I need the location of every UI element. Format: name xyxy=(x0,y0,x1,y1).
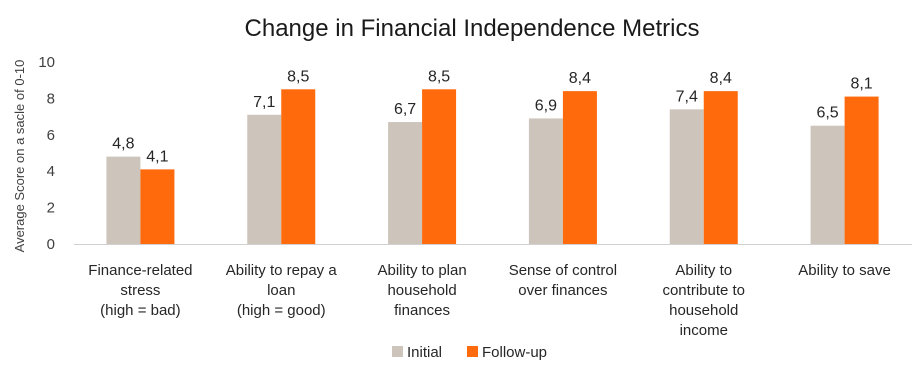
bar-initial xyxy=(528,118,563,244)
category-label: finances xyxy=(394,302,450,319)
y-tick-label: 4 xyxy=(47,163,55,180)
category-label: (high = bad) xyxy=(100,302,180,319)
category-label: over finances xyxy=(518,282,607,299)
legend: Initial Follow-up xyxy=(392,344,547,361)
category-label: Ability to save xyxy=(798,262,891,279)
y-tick-label: 8 xyxy=(47,90,55,107)
data-label: 8,1 xyxy=(850,76,872,93)
category-label: contribute to xyxy=(662,282,745,299)
category-label: Finance-related xyxy=(88,262,192,279)
data-label: 6,7 xyxy=(394,101,416,118)
bar-initial xyxy=(810,125,845,244)
bars: 4,8 4,1 7,1 8,5 6,7 8,5 6,9 8,4 7,4 8,4 6,5 8,1 xyxy=(106,68,879,245)
y-tick-label: 2 xyxy=(47,200,55,217)
data-label: 8,4 xyxy=(569,70,591,87)
category-label: Ability to xyxy=(675,262,732,279)
data-label: 4,8 xyxy=(112,136,134,153)
data-label: 4,1 xyxy=(146,148,168,165)
category-label: Ability to plan xyxy=(377,262,466,279)
category-label: (high = good) xyxy=(237,302,326,319)
bar-initial xyxy=(247,114,282,244)
category-label: household xyxy=(669,302,738,319)
y-tick-label: 6 xyxy=(47,127,55,144)
chart-title: Change in Financial Independence Metrics xyxy=(245,15,700,42)
data-label: 7,1 xyxy=(253,94,275,111)
data-label: 8,5 xyxy=(287,68,309,85)
bar-initial xyxy=(106,156,141,244)
category-label: household xyxy=(387,282,456,299)
category-label: income xyxy=(680,322,728,339)
bar-follow-up xyxy=(281,89,316,244)
legend-swatch xyxy=(392,346,403,357)
data-label: 8,4 xyxy=(710,70,732,87)
category-labels: Finance-related stress (high = bad) Ability… xyxy=(88,262,891,339)
category-label: stress xyxy=(120,282,160,299)
category-label: Ability to repay a xyxy=(226,262,338,279)
bar-follow-up xyxy=(562,91,597,245)
data-label: 6,5 xyxy=(816,105,838,122)
bar-follow-up xyxy=(703,91,738,245)
bar-follow-up xyxy=(422,89,457,244)
bar-follow-up xyxy=(844,96,879,244)
bar-follow-up xyxy=(140,169,175,244)
bar-initial xyxy=(388,122,423,244)
data-label: 7,4 xyxy=(676,88,698,105)
legend-swatch xyxy=(467,346,478,357)
legend-label: Follow-up xyxy=(482,344,547,361)
y-axis-ticks: 0 2 4 6 8 10 xyxy=(38,54,55,253)
y-tick-label: 0 xyxy=(47,236,55,253)
y-tick-label: 10 xyxy=(38,54,55,71)
data-label: 8,5 xyxy=(428,68,450,85)
legend-label: Initial xyxy=(407,344,442,361)
category-label: loan xyxy=(267,282,295,299)
data-label: 6,9 xyxy=(535,97,557,114)
bar-initial xyxy=(669,109,704,244)
category-label: Sense of control xyxy=(509,262,617,279)
y-axis-label: Average Score on a sacle of 0-10 xyxy=(12,60,27,253)
